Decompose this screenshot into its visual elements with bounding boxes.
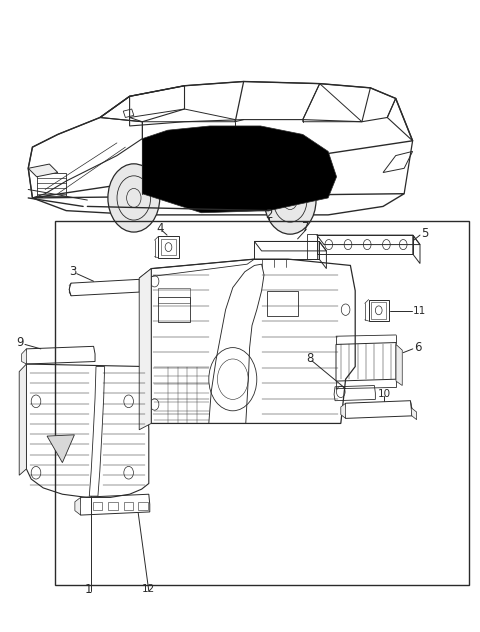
Bar [161,239,176,255]
Text: 8: 8 [306,353,313,365]
Polygon shape [142,126,336,213]
Bar [267,291,298,316]
Bar [158,236,179,258]
Circle shape [264,166,316,234]
Bar [124,502,133,510]
Bar [258,159,276,164]
Bar [158,288,190,303]
Text: 5: 5 [421,228,429,240]
Polygon shape [47,435,74,463]
Bar [108,502,118,510]
Text: 9: 9 [16,336,24,349]
Text: 1: 1 [85,583,93,595]
Text: 2: 2 [265,209,273,221]
Bar [371,302,386,319]
Text: 7: 7 [302,221,310,234]
Polygon shape [410,401,417,420]
Polygon shape [341,403,346,418]
Text: 12: 12 [142,584,156,594]
Bar [138,502,148,510]
Polygon shape [75,497,81,515]
Text: 11: 11 [413,306,426,316]
Bar [369,300,389,321]
Bar [36,173,66,196]
Text: 4: 4 [156,222,164,235]
Text: 3: 3 [69,265,77,278]
Polygon shape [22,349,26,364]
Bar [187,155,204,160]
Bar [55,221,469,585]
Bar [158,297,190,322]
Bar [93,502,102,510]
Polygon shape [28,164,58,177]
Text: 10: 10 [377,389,391,399]
Text: 6: 6 [414,341,421,354]
Polygon shape [19,364,26,475]
Circle shape [108,164,160,232]
Polygon shape [396,344,402,386]
Polygon shape [139,269,151,430]
